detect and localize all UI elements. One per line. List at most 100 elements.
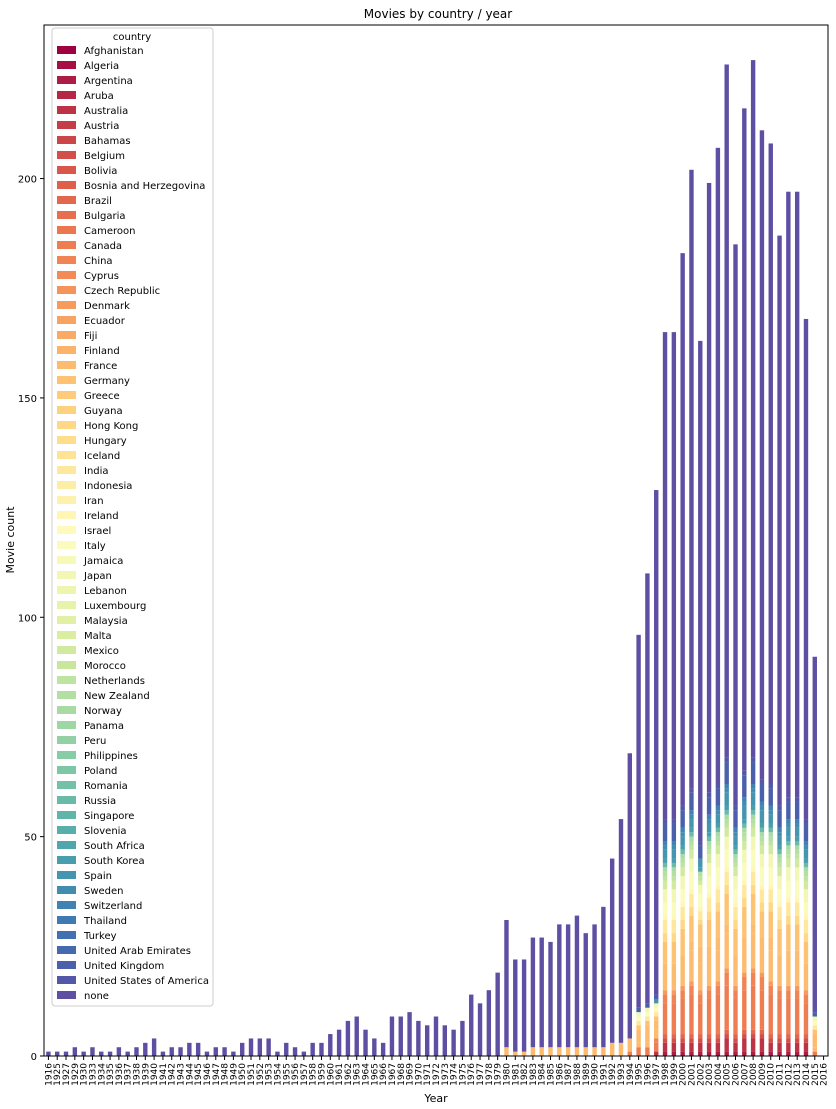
bar-segment [768,788,773,806]
bar-segment [477,1003,483,1056]
legend-swatch [57,586,76,594]
bar-segment [680,985,685,991]
legend-entry: Luxembourg [84,601,146,612]
bar-segment [768,1034,773,1039]
bar-segment [689,845,694,850]
bar-stack-1916 [46,1051,51,1056]
bar-segment [759,1029,765,1035]
bar-segment [715,788,721,806]
legend-entry: Algeria [84,61,119,72]
bar-segment [759,827,765,833]
bar-segment [451,1029,456,1056]
bar-stack-1954 [275,1051,280,1056]
bar-segment [662,823,668,842]
bar-segment [759,911,765,938]
bar-segment [654,1007,659,1013]
bar-segment [724,972,729,986]
legend-swatch [57,451,76,459]
x-tick-label: 2007 [740,1063,750,1086]
bar-segment [724,985,729,1030]
bar-segment [125,1051,130,1056]
legend-entry: Denmark [84,301,130,312]
legend-entry: Canada [84,241,122,252]
bar-segment [750,805,756,811]
bar-segment [90,1047,95,1056]
bar-segment [654,1042,659,1052]
legend-swatch [57,91,76,99]
bar-segment [671,1042,677,1052]
bar-segment [706,854,712,863]
bar-segment [671,858,677,863]
bar-segment [698,1034,703,1039]
y-axis: 0 50 100 150 200 [18,175,44,1063]
bar-segment [706,814,712,820]
bar-segment [645,1025,650,1043]
x-tick-label: 1974 [450,1063,460,1086]
bar-segment [812,1012,817,1017]
legend-swatch [57,841,76,849]
bar-segment [618,819,624,1043]
bar-segment [680,990,685,999]
bar-segment [759,130,765,780]
x-axis-label: Year [423,1092,448,1105]
bar-segment [742,827,747,833]
bar-segment [733,906,738,920]
bar-segment [574,915,580,1048]
x-tick-label: 1944 [185,1063,195,1086]
bar-segment [786,836,791,842]
bar-segment [742,849,747,863]
x-tick-label: 1989 [582,1063,592,1086]
bar-segment [671,880,677,890]
bar-segment [742,770,747,776]
bar-segment [724,836,729,850]
x-tick-label: 1990 [591,1063,601,1086]
bar-stack-1935 [107,1051,113,1056]
bar-segment [750,924,756,934]
x-tick-label: 1958 [309,1063,319,1086]
bar-segment [671,332,677,820]
bar-segment [513,1051,518,1056]
bar-segment [706,876,712,894]
bar-segment [803,871,809,877]
bar-stack-1940 [151,1038,157,1056]
bar-stack-2005 [724,64,729,1056]
legend-entry: Turkey [83,931,117,942]
bar-segment [759,832,765,837]
bar-segment [654,998,659,1004]
bar-segment [786,854,791,859]
bar-segment [698,990,703,995]
bar-segment [706,849,712,855]
bar-segment [768,832,773,837]
bar-segment [671,1034,677,1039]
bar-segment [698,884,703,894]
bar-segment [671,902,677,916]
bar-segment [803,841,809,846]
x-tick-label: 1956 [291,1063,301,1086]
legend-entry: Indonesia [84,481,132,492]
bar-segment [662,933,668,942]
bar-stack-1966 [380,1042,386,1056]
bar-segment [671,862,677,868]
bar-segment [742,805,747,820]
bar-segment [698,946,703,964]
bar-segment [786,990,791,999]
x-tick-label: 1991 [599,1063,609,1086]
bar-segment [777,1051,782,1056]
bar-stack-1990 [592,924,597,1056]
x-tick-label: 1976 [467,1063,477,1086]
bar-segment [645,1016,650,1021]
legend-entry: Hong Kong [84,421,138,432]
bar-segment [662,990,668,995]
x-tick-label: 1934 [97,1063,107,1086]
x-tick-label: 1978 [485,1063,495,1086]
bar-segment [794,902,800,916]
legend-swatch [57,226,76,234]
legend-swatch [57,661,76,669]
bar-segment [345,1020,351,1056]
bar-segment [107,1051,113,1056]
bar-segment [786,950,791,956]
bar-stack-1947 [213,1047,218,1056]
x-tick-label: 1938 [132,1063,142,1086]
legend-entry: Brazil [84,196,112,207]
bar-segment [398,1016,403,1056]
